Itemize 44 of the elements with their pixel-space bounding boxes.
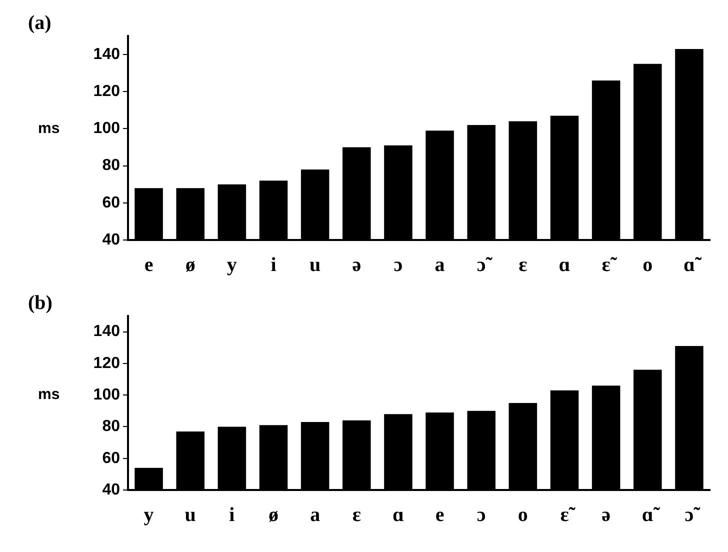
x-tick-label: ɔ xyxy=(394,254,403,276)
x-tick-label: ə xyxy=(352,254,362,276)
y-tick-label: 120 xyxy=(93,83,120,100)
x-tick-label: ɑ xyxy=(392,504,404,526)
y-tick-label: 100 xyxy=(93,120,120,138)
x-tick-label: u xyxy=(184,504,196,526)
y-tick-label: 40 xyxy=(102,481,120,498)
y-tick-label: 140 xyxy=(93,46,120,63)
x-tick-label: ɛ xyxy=(352,504,362,526)
x-tick-label: ɛ̃ xyxy=(602,254,618,276)
x-tick-label: y xyxy=(144,504,154,526)
x-tick-label: ɑ xyxy=(558,254,571,276)
x-tick-label: ɔ xyxy=(476,504,486,526)
x-tick-label: a xyxy=(434,254,445,276)
x-tick-label: ø xyxy=(185,254,196,276)
x-tick-label: i xyxy=(270,254,277,276)
y-tick-label: 60 xyxy=(102,194,120,212)
y-tick-label: 100 xyxy=(93,386,120,404)
x-tick-label: a xyxy=(310,504,320,526)
x-tick-label: ɛ̃ xyxy=(560,504,576,526)
x-tick-label: ɑ̃ xyxy=(642,504,660,526)
y-tick-label: 120 xyxy=(93,354,120,372)
x-tick-label: ɔ̃ xyxy=(476,254,493,276)
x-tick-label: u xyxy=(310,254,321,276)
x-tick-label: ə xyxy=(602,504,611,526)
x-tick-label: e xyxy=(144,254,154,276)
x-tick-label: ɑ̃ xyxy=(683,254,702,276)
x-tick-label: e xyxy=(435,504,444,526)
x-tick-label: o xyxy=(642,254,653,276)
y-tick-label: 40 xyxy=(102,231,120,248)
y-tick-label: 60 xyxy=(102,450,120,467)
y-tick-label: 80 xyxy=(102,157,120,174)
chart-title: (b) xyxy=(28,292,52,314)
x-tick-label: ɛ xyxy=(518,254,528,276)
y-axis-title: ms xyxy=(38,386,60,404)
y-tick-label: 80 xyxy=(102,418,120,436)
y-axis-title: ms xyxy=(38,120,60,137)
y-tick-label: 140 xyxy=(93,323,120,340)
x-tick-label: i xyxy=(229,504,236,526)
x-tick-label: y xyxy=(226,254,237,276)
chart-title: (a) xyxy=(28,12,52,34)
x-tick-label: o xyxy=(518,504,528,526)
x-tick-label: ɔ̃ xyxy=(684,504,701,526)
x-tick-label: ø xyxy=(268,504,278,526)
